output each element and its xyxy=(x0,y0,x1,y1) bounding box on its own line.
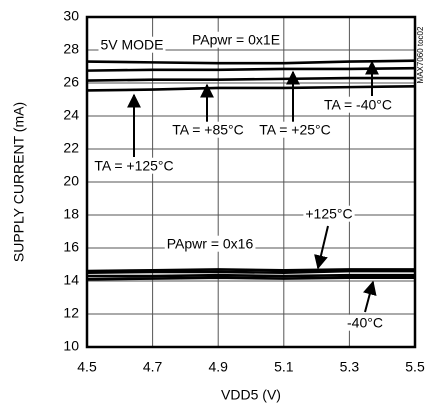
annotation: PApwr = 0x16 xyxy=(167,236,254,252)
series-line xyxy=(86,66,416,72)
series-label: TA = +85°C xyxy=(172,122,244,138)
series-line xyxy=(86,85,416,92)
series-line xyxy=(86,268,415,273)
series-label: TA = +125°C xyxy=(94,158,173,174)
label-background xyxy=(164,235,256,252)
series-line xyxy=(86,76,415,82)
label-background xyxy=(345,314,385,331)
label-background xyxy=(189,31,283,48)
y-tick-label: 20 xyxy=(63,173,79,189)
grid xyxy=(86,16,416,348)
y-tick-label: 14 xyxy=(63,272,79,288)
y-tick-label: 22 xyxy=(63,140,79,156)
annotation: 5V MODE xyxy=(100,37,163,53)
label-background xyxy=(98,36,166,53)
label-background xyxy=(92,157,176,174)
series-line xyxy=(86,269,415,275)
x-tick-label: 4.9 xyxy=(208,359,228,375)
arrow xyxy=(314,225,329,270)
series-label: TA = -40°C xyxy=(324,97,392,113)
arrow xyxy=(362,280,377,313)
x-tick-label: 4.5 xyxy=(77,359,97,375)
x-tick-label: 5.3 xyxy=(340,359,360,375)
series-line xyxy=(86,59,416,65)
label-background xyxy=(257,121,333,138)
series-line xyxy=(87,273,415,278)
y-tick-label: 28 xyxy=(63,41,79,57)
annotation: PApwr = 0x1E xyxy=(192,32,280,48)
y-tick-label: 10 xyxy=(63,338,79,354)
plot-frame xyxy=(85,15,417,349)
series-label: TA = +25°C xyxy=(259,122,331,138)
annotation: MAX7060 toc02 xyxy=(416,26,425,83)
series-label: -40°C xyxy=(347,315,383,331)
label-background xyxy=(170,121,246,138)
x-tick-label: 5.1 xyxy=(274,359,294,375)
y-tick-label: 16 xyxy=(63,239,79,255)
label-background xyxy=(303,205,355,222)
x-tick-label: 4.7 xyxy=(143,359,163,375)
series-line xyxy=(86,276,415,281)
label-background xyxy=(322,96,394,113)
x-axis-label: VDD5 (V) xyxy=(221,387,281,403)
y-tick-label: 26 xyxy=(63,74,79,90)
y-tick-label: 18 xyxy=(63,206,79,222)
x-tick-label: 5.5 xyxy=(405,359,425,375)
y-tick-label: 12 xyxy=(63,305,79,321)
y-tick-label: 24 xyxy=(63,107,79,123)
y-axis-label: SUPPLY CURRENT (mA) xyxy=(11,102,27,262)
series-label: +125°C xyxy=(305,206,352,222)
y-tick-label: 30 xyxy=(63,8,79,24)
